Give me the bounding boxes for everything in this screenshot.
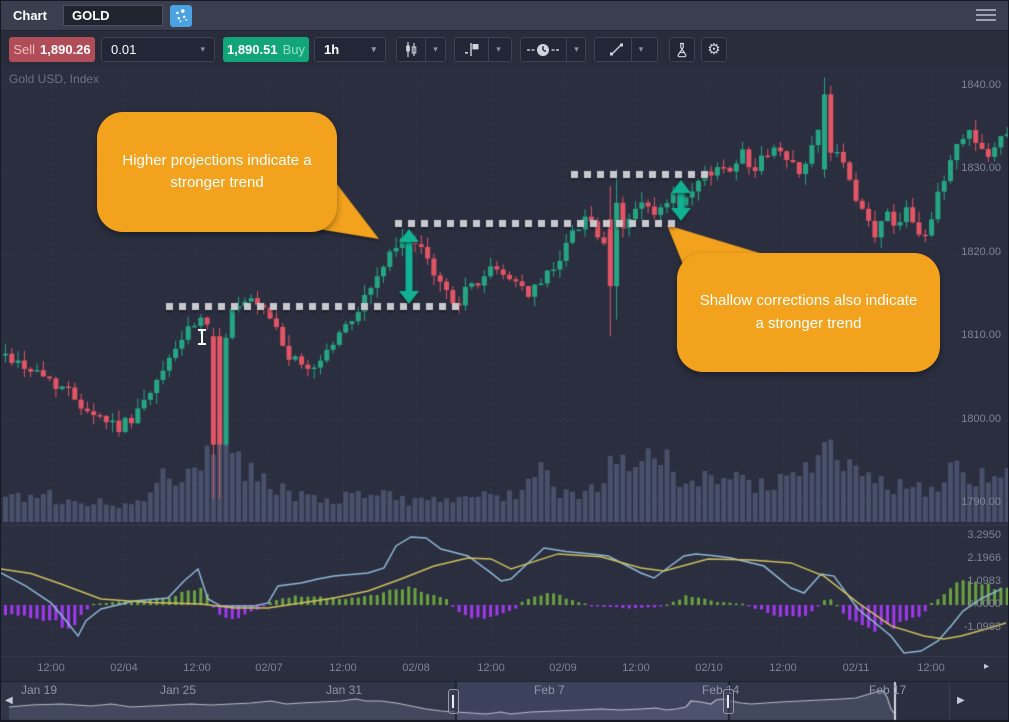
annotation-callout-shallow-corrections: Shallow corrections also indicate a stro… (677, 253, 940, 372)
clock-icon (520, 38, 566, 61)
buy-button[interactable]: 1,890.51 Buy (223, 37, 309, 62)
interval-value: 1h (324, 42, 340, 57)
flag-marker-icon (458, 38, 488, 61)
hamburger-menu-icon[interactable] (976, 9, 996, 23)
buy-price: 1,890.51 (226, 42, 278, 57)
chevron-down-icon: ▾ (566, 38, 586, 61)
time-tool-dropdown[interactable]: ▾ (520, 37, 586, 62)
sell-price: 1,890.26 (40, 42, 91, 57)
drawing-tool-dropdown[interactable]: ▾ (594, 37, 658, 62)
chevron-down-icon: ▾ (371, 44, 376, 54)
toolbar: Sell 1,890.26 0.01 ▾ 1,890.51 Buy 1h ▾ ▾… (1, 32, 1008, 67)
navigator-right-handle[interactable] (723, 689, 734, 714)
navigator-scroll-right-icon[interactable]: ▶ (957, 695, 965, 706)
analysis-flask-button[interactable] (669, 37, 695, 62)
callout-text: Shallow corrections also indicate a stro… (699, 292, 918, 332)
scatter-dots-icon (176, 9, 188, 23)
candlestick-icon (397, 38, 425, 61)
sell-label: Sell (13, 42, 36, 57)
tab-chart[interactable]: Chart (13, 8, 47, 23)
quantity-value: 0.01 (111, 42, 137, 57)
settings-button[interactable]: ⚙ (701, 37, 727, 62)
interval-dropdown[interactable]: 1h ▾ (314, 37, 386, 62)
symbol-input[interactable] (63, 5, 163, 26)
gear-icon: ⚙ (707, 41, 721, 58)
time-axis-scroll-right-icon[interactable]: ▸ (984, 661, 990, 672)
chevron-down-icon: ▾ (630, 38, 651, 61)
navigator-left-handle[interactable] (448, 689, 459, 714)
callout-text: Higher projections indicate a stronger t… (122, 151, 312, 192)
navigator-scroll-left-icon[interactable]: ◀ (5, 695, 13, 706)
sell-button[interactable]: Sell 1,890.26 (9, 37, 95, 62)
flask-icon (677, 42, 687, 57)
chevron-down-icon: ▾ (488, 38, 508, 61)
buy-label: Buy (282, 42, 305, 57)
compare-instruments-button[interactable] (170, 5, 192, 27)
chevron-down-icon: ▾ (425, 38, 445, 61)
instrument-label: Gold USD, Index (9, 72, 100, 86)
mouse-cursor-ibeam (198, 329, 206, 345)
trend-line-icon (602, 38, 631, 61)
price-flag-tool-dropdown[interactable]: ▾ (454, 37, 512, 62)
chevron-down-icon: ▾ (200, 44, 205, 54)
chart-type-dropdown[interactable]: ▾ (396, 37, 446, 62)
quantity-dropdown[interactable]: 0.01 ▾ (101, 37, 215, 62)
annotation-callout-higher-projections: Higher projections indicate a stronger t… (97, 112, 337, 232)
top-bar: Chart (1, 1, 1008, 31)
